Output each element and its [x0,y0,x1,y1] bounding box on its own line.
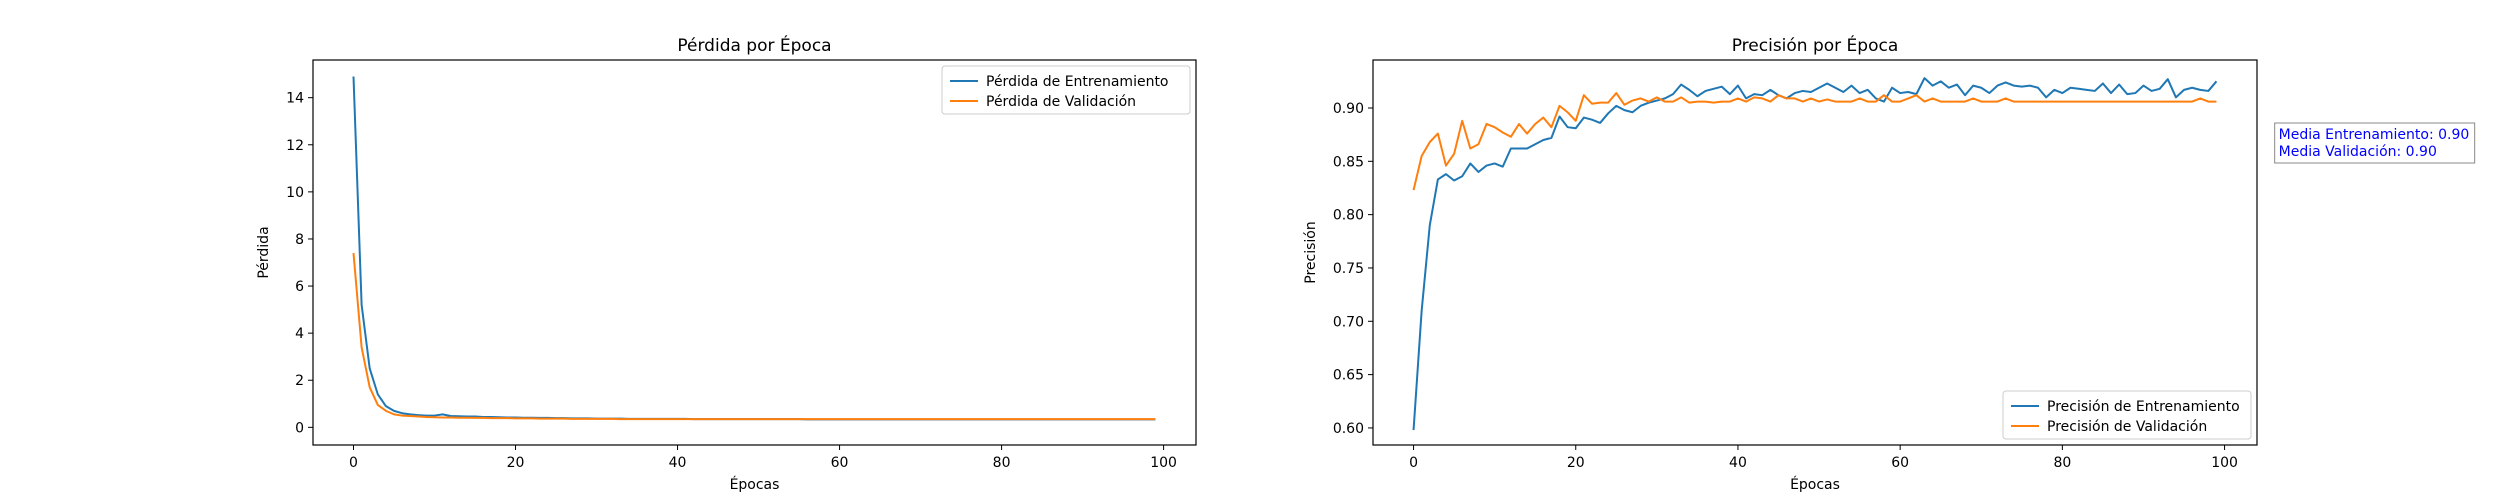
legend: Precisión de Entrenamiento Precisión de V… [2002,390,2252,440]
x-tick-label: 100 [1150,455,1177,471]
legend: Pérdida de Entrenamiento Pérdida de Valid… [941,65,1191,115]
y-tick-label: 0.70 [1333,314,1364,330]
y-tick-label: 0.60 [1333,421,1364,437]
y-tick-label: 0.85 [1333,154,1364,170]
chart-1: 0 20 40 60 80 100 0 2 4 6 8 10 12 14 Pérdida por Época… [256,34,1197,493]
legend-label-1: Pérdida de Entrenamiento [986,74,1169,90]
series-line-1 [1412,77,2218,431]
axes-frame [312,59,1197,446]
annotation-line-1: Media Entrenamiento: 0.90 [2279,127,2470,143]
x-axis-label: Épocas [730,476,780,493]
y-tick-label: 14 [286,91,304,107]
y-tick-label: 0.75 [1333,261,1364,277]
legend-label-1: Precisión de Entrenamiento [2047,399,2240,415]
annotation-line-2: Media Validación: 0.90 [2279,144,2437,160]
annotation-box [2274,122,2476,164]
legend-label-2: Pérdida de Validación [986,94,1136,110]
y-tick-label: 0.80 [1333,208,1364,224]
y-tick-label: 10 [286,185,304,201]
x-tick-label: 20 [1567,455,1585,471]
y-axis-label: Pérdida [256,226,272,278]
x-tick-label: 80 [2053,455,2071,471]
series-line-1 [352,76,1156,421]
x-tick-label: 40 [1729,455,1747,471]
y-tick-label: 8 [295,232,304,248]
series-line-2 [1412,92,2217,191]
x-axis-label: Épocas [1790,476,1840,493]
legend-box [941,65,1191,115]
chart-2: 0 20 40 60 80 100 0.60 0.65 0.70 0.75 0.80 0.85 0.90… [1303,34,2476,493]
y-tick-label: 12 [286,138,304,154]
axes-frame [1372,59,2258,446]
y-tick-label: 4 [295,326,304,342]
x-tick-label: 0 [1409,455,1418,471]
y-tick-label: 0 [295,420,304,436]
y-tick-label: 0.90 [1333,101,1364,117]
x-tick-label: 100 [2211,455,2238,471]
y-tick-label: 6 [295,279,304,295]
y-tick-label: 0.65 [1333,368,1364,384]
chart-title: Precisión por Época [1732,34,1899,56]
series-line-2 [352,253,1156,421]
x-tick-label: 60 [1891,455,1909,471]
x-tick-label: 60 [831,455,849,471]
x-tick-label: 0 [349,455,358,471]
y-tick-label: 2 [295,373,304,389]
x-tick-label: 80 [993,455,1011,471]
chart-title: Pérdida por Época [677,34,831,56]
legend-box [2002,390,2252,440]
legend-label-2: Precisión de Validación [2047,419,2207,435]
x-tick-label: 20 [507,455,525,471]
y-axis-label: Precisión [1303,221,1319,283]
x-tick-label: 40 [669,455,687,471]
